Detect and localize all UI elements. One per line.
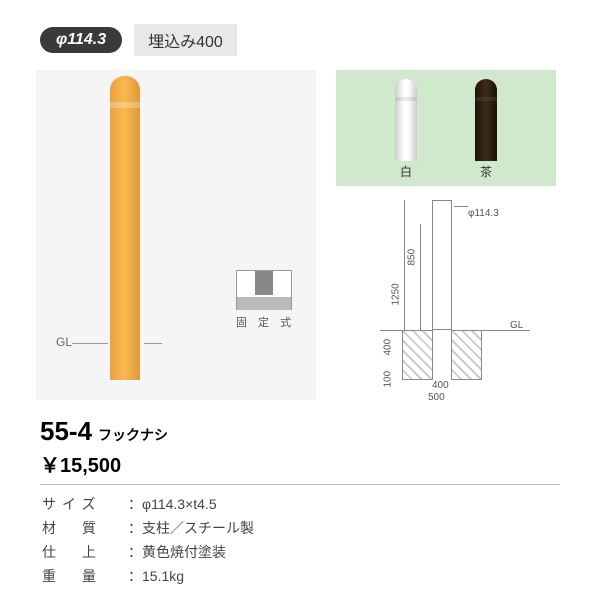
diagram-height-1250: 1250 xyxy=(391,283,402,305)
model-suffix: フックナシ xyxy=(98,425,168,445)
diagram-height-850: 850 xyxy=(407,249,418,266)
model-number-row: 55-4 フックナシ xyxy=(40,416,560,447)
diagram-gl-label: GL xyxy=(510,320,523,331)
diagram-width-500: 500 xyxy=(428,392,445,403)
diagram-embed-400: 400 xyxy=(383,339,394,356)
spec-value: ：φ114.3×t4.5 xyxy=(128,493,558,515)
color-white-label: 白 xyxy=(395,163,417,180)
diagram-base-100: 100 xyxy=(383,371,394,388)
spec-value: ：15.1kg xyxy=(128,565,558,587)
gl-label: GL xyxy=(56,335,72,349)
pillar-brown-icon xyxy=(475,79,497,161)
embed-badge: 埋込み400 xyxy=(134,24,237,56)
spec-row-material: 材 質 ：支柱／スチール製 xyxy=(42,517,558,539)
specs-table: サイズ ：φ114.3×t4.5 材 質 ：支柱／スチール製 仕 上 ：黄色焼付… xyxy=(40,484,560,589)
diagram-width-400: 400 xyxy=(432,380,449,391)
gl-line-right xyxy=(144,343,162,344)
install-type-label: 固 定 式 xyxy=(236,314,295,330)
color-options-panel: 白 茶 xyxy=(336,70,556,186)
color-option-brown: 茶 xyxy=(475,79,497,180)
install-type-icon: 固 定 式 xyxy=(236,270,295,330)
spec-label: 材 質 xyxy=(42,517,126,539)
install-box xyxy=(236,270,292,310)
main-illustration: GL 固 定 式 xyxy=(36,70,316,400)
color-brown-label: 茶 xyxy=(475,163,497,180)
spec-label: 仕 上 xyxy=(42,541,126,563)
spec-value: ：黄色焼付塗装 xyxy=(128,541,558,563)
gl-line-left xyxy=(72,343,108,344)
bollard-illustration xyxy=(110,76,140,380)
spec-value: ：支柱／スチール製 xyxy=(128,517,558,539)
spec-row-weight: 重 量 ：15.1kg xyxy=(42,565,558,587)
pillar-white-icon xyxy=(395,79,417,161)
diagram-phi-label: φ114.3 xyxy=(468,208,499,219)
color-option-white: 白 xyxy=(395,79,417,180)
spec-header: φ114.3 埋込み400 xyxy=(40,24,237,56)
dimension-diagram: φ114.3 GL 850 1250 400 100 400 500 xyxy=(340,200,550,400)
model-number: 55-4 xyxy=(40,416,92,447)
product-info: 55-4 フックナシ ￥15,500 サイズ ：φ114.3×t4.5 材 質 … xyxy=(40,416,560,589)
spec-label: サイズ xyxy=(42,493,126,515)
spec-label: 重 量 xyxy=(42,565,126,587)
diameter-badge: φ114.3 xyxy=(40,27,122,53)
diagram-pillar xyxy=(432,200,452,330)
price: ￥15,500 xyxy=(40,449,560,478)
spec-row-finish: 仕 上 ：黄色焼付塗装 xyxy=(42,541,558,563)
spec-row-size: サイズ ：φ114.3×t4.5 xyxy=(42,493,558,515)
